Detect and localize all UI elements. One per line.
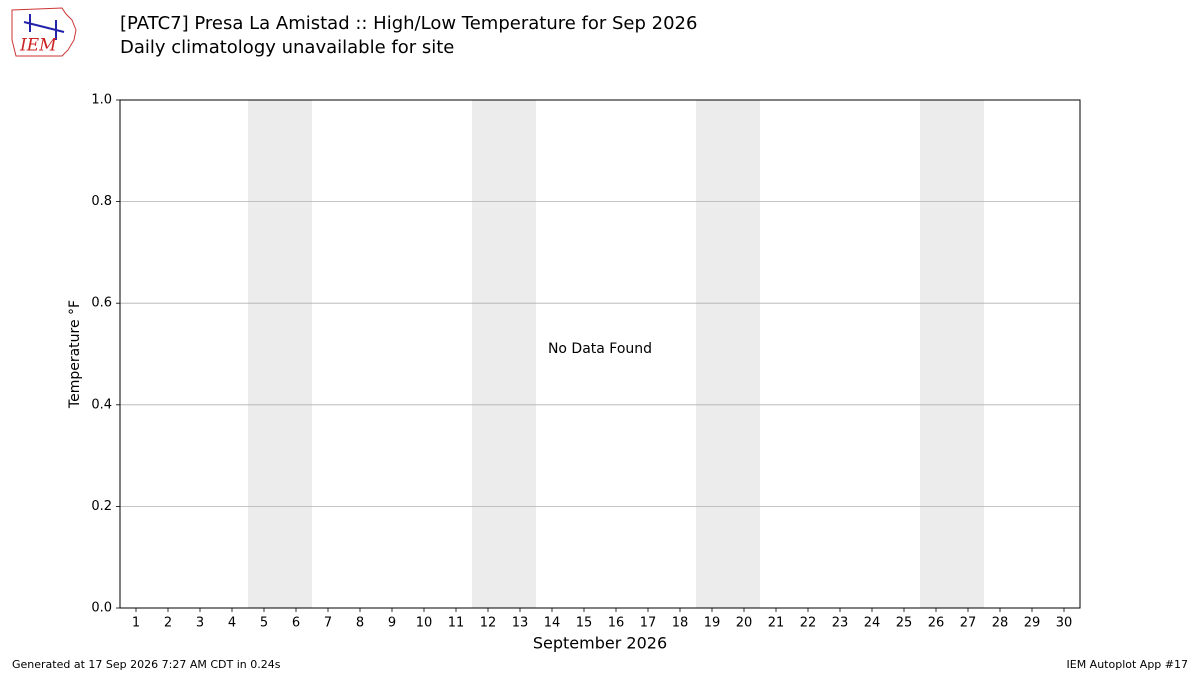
x-tick-label: 13: [512, 616, 529, 631]
x-tick-label: 9: [388, 616, 396, 631]
y-tick-label: 0.0: [91, 601, 112, 616]
x-axis-label: September 2026: [533, 634, 667, 653]
x-tick-label: 2: [164, 616, 172, 631]
x-tick-label: 12: [480, 616, 497, 631]
weekend-shade: [248, 100, 312, 608]
x-tick-label: 23: [832, 616, 849, 631]
x-tick-label: 14: [544, 616, 561, 631]
x-tick-label: 15: [576, 616, 593, 631]
x-tick-label: 19: [704, 616, 721, 631]
logo-text: IEM: [19, 36, 57, 56]
y-tick-label: 0.6: [91, 296, 112, 311]
x-tick-label: 27: [960, 616, 977, 631]
x-tick-label: 28: [992, 616, 1009, 631]
x-tick-label: 24: [864, 616, 881, 631]
x-tick-label: 20: [736, 616, 753, 631]
x-tick-label: 7: [324, 616, 332, 631]
x-tick-label: 6: [292, 616, 300, 631]
weekend-shade: [920, 100, 984, 608]
x-tick-label: 1: [132, 616, 140, 631]
y-tick-label: 1.0: [91, 93, 112, 108]
logo: IEM: [11, 7, 77, 57]
x-tick-label: 21: [768, 616, 785, 631]
x-tick-label: 29: [1024, 616, 1041, 631]
footer-left: Generated at 17 Sep 2026 7:27 AM CDT in …: [12, 658, 281, 671]
x-tick-label: 26: [928, 616, 945, 631]
x-tick-label: 5: [260, 616, 268, 631]
weekend-shade: [472, 100, 536, 608]
x-tick-label: 8: [356, 616, 364, 631]
y-tick-label: 0.4: [91, 397, 112, 412]
x-tick-label: 4: [228, 616, 236, 631]
x-tick-label: 10: [416, 616, 433, 631]
x-tick-label: 17: [640, 616, 657, 631]
x-tick-label: 22: [800, 616, 817, 631]
y-tick-label: 0.2: [91, 499, 112, 514]
annotation: No Data Found: [548, 341, 652, 357]
plot-frame: [119, 99, 1081, 609]
y-tick-label: 0.8: [91, 194, 112, 209]
chart-subtitle: Daily climatology unavailable for site: [120, 37, 454, 58]
x-tick-label: 16: [608, 616, 625, 631]
x-tick-label: 3: [196, 616, 204, 631]
weekend-shade: [696, 100, 760, 608]
x-tick-label: 18: [672, 616, 689, 631]
y-axis-label: Temperature °F: [67, 300, 83, 409]
x-tick-label: 25: [896, 616, 913, 631]
chart-title: [PATC7] Presa La Amistad :: High/Low Tem…: [120, 13, 697, 34]
footer-right: IEM Autoplot App #17: [1067, 658, 1189, 671]
x-tick-label: 11: [448, 616, 465, 631]
x-tick-label: 30: [1056, 616, 1073, 631]
